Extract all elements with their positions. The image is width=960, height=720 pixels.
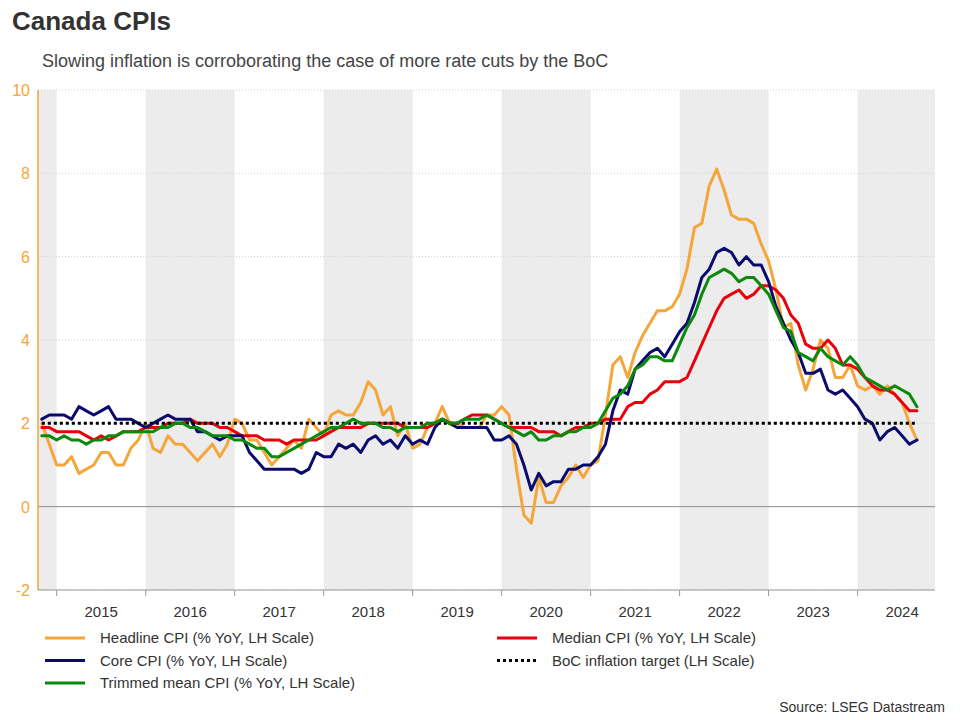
title: Canada CPIs [12, 6, 171, 36]
x-tick-label: 2022 [707, 603, 740, 620]
legend-swatch [45, 659, 85, 662]
year-divider [56, 590, 57, 596]
grid-line [38, 173, 935, 174]
series-group [42, 169, 917, 523]
source: Source: LSEG Datastream [779, 699, 945, 715]
grid-line [38, 590, 935, 591]
y-tick-label: 0 [21, 499, 30, 516]
year-divider [234, 590, 235, 596]
year-divider [590, 590, 591, 596]
y-tick-label: 4 [21, 332, 30, 349]
zero-line [38, 506, 935, 507]
legend-label: Core CPI (% YoY, LH Scale) [100, 652, 287, 669]
x-tick-label: 2023 [796, 603, 829, 620]
series-line [42, 169, 917, 523]
legend-label: BoC inflation target (LH Scale) [552, 652, 755, 669]
year-divider [768, 590, 769, 596]
grid-line [38, 90, 935, 91]
y-tick-label: 6 [21, 249, 30, 266]
legend-label: Median CPI (% YoY, LH Scale) [552, 629, 756, 646]
legend-label: Headline CPI (% YoY, LH Scale) [100, 629, 314, 646]
x-tick-label: 2017 [262, 603, 295, 620]
grid-line [38, 340, 935, 341]
x-tick-label: 2021 [618, 603, 651, 620]
year-divider [323, 590, 324, 596]
y-tick-label: 8 [21, 165, 30, 182]
year-divider [412, 590, 413, 596]
x-tick-label: 2020 [529, 603, 562, 620]
x-tick-label: 2024 [885, 603, 918, 620]
year-divider [857, 590, 858, 596]
y-tick-label: 2 [21, 415, 30, 432]
subtitle: Slowing inflation is corroborating the c… [42, 51, 608, 71]
x-tick-label: 2019 [440, 603, 473, 620]
year-divider [679, 590, 680, 596]
legend-swatch [45, 637, 85, 640]
series-line [42, 269, 917, 457]
year-band [502, 90, 591, 590]
y-tick-label: -2 [16, 582, 30, 599]
x-tick-label: 2015 [84, 603, 117, 620]
x-axis [38, 590, 935, 591]
chart: -2 0 2 4 6 8 10 2015 2016 2017 2018 2019 2020 2021 202… [0, 0, 960, 720]
legend-swatch [497, 659, 537, 662]
legend-label: Trimmed mean CPI (% YoY, LH Scale) [100, 674, 355, 691]
x-tick-label: 2018 [351, 603, 384, 620]
year-divider [501, 590, 502, 596]
legend-swatch [45, 682, 85, 685]
series-line [42, 248, 917, 490]
legend-swatch [497, 637, 537, 640]
background [0, 0, 960, 720]
grid-line [38, 256, 935, 257]
y-tick-label: 10 [12, 82, 30, 99]
x-tick-label: 2016 [173, 603, 206, 620]
year-divider [145, 590, 146, 596]
y-axis [37, 90, 39, 590]
